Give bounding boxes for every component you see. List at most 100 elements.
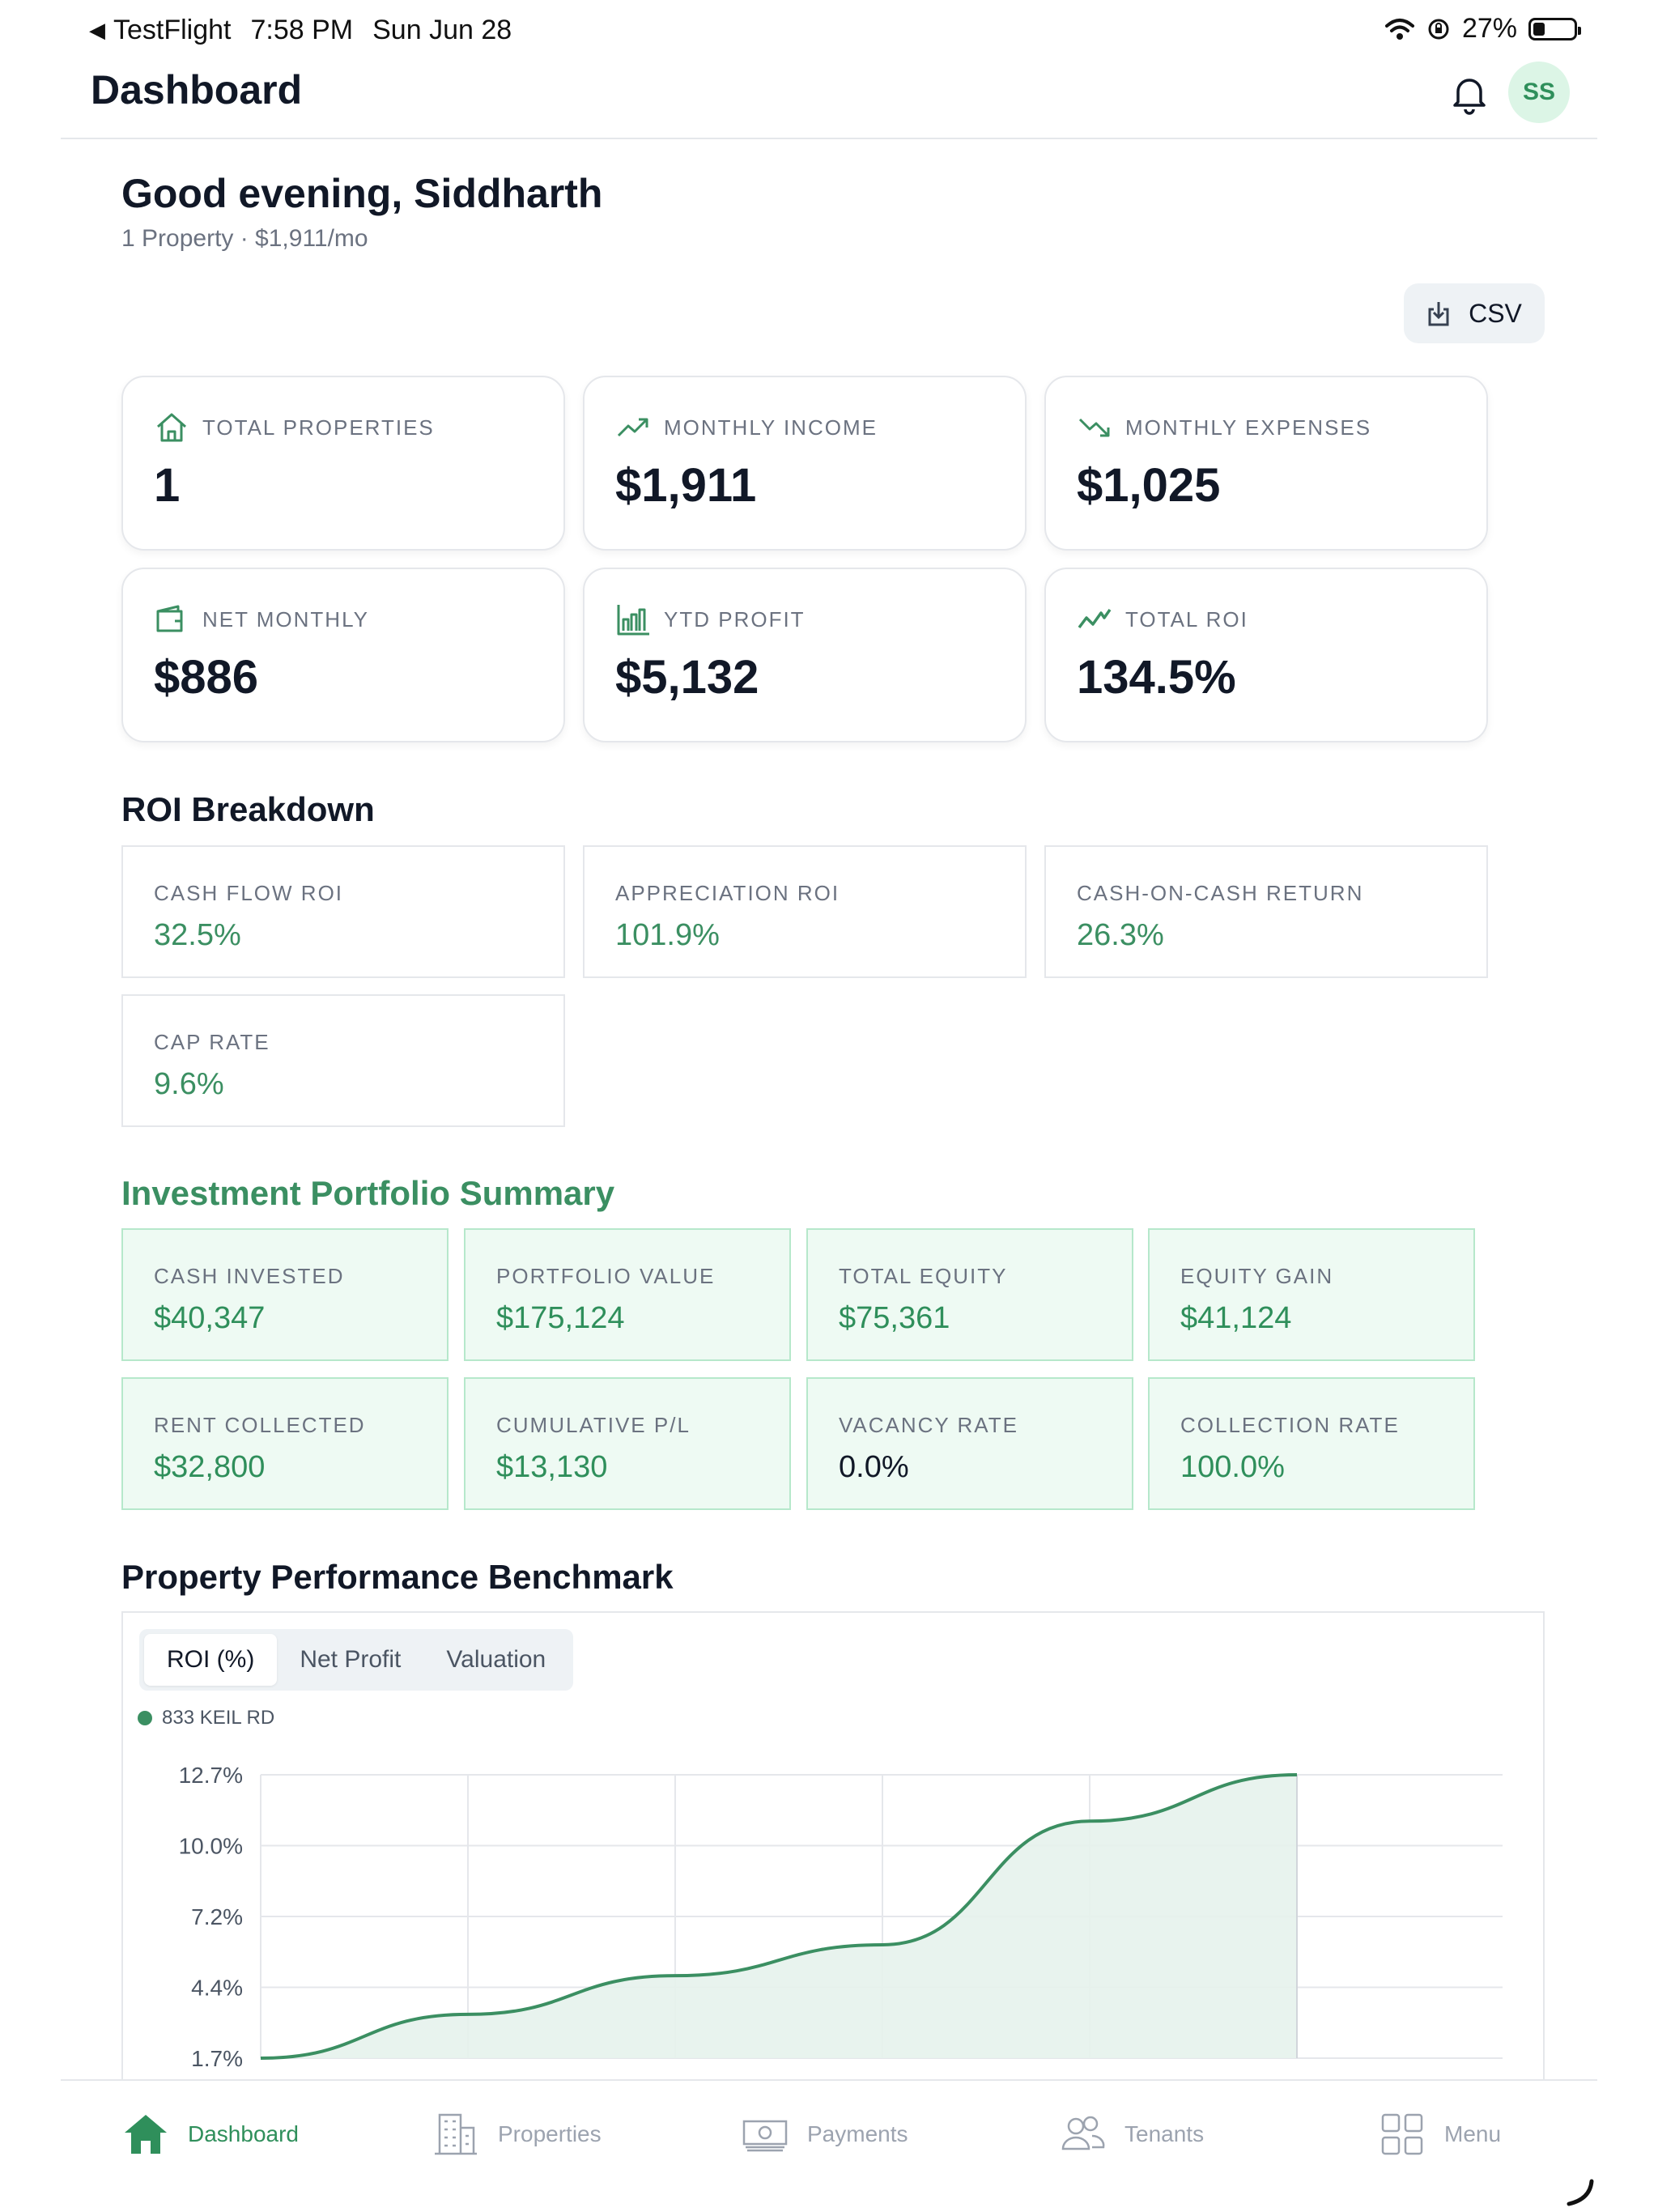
portfolio-summary-title: Investment Portfolio Summary xyxy=(121,1174,615,1212)
avatar[interactable]: SS xyxy=(1508,62,1570,123)
legend-label: 833 KEIL RD xyxy=(162,1707,275,1729)
y-tick-label: 4.4% xyxy=(191,1976,243,2001)
portfolio-card-rent-collected: RENT COLLECTED $32,800 xyxy=(121,1377,449,1510)
portfolio-card-total-equity: TOTAL EQUITY $75,361 xyxy=(806,1228,1133,1361)
stat-value: $1,025 xyxy=(1077,459,1221,512)
nav-properties[interactable]: Properties xyxy=(432,2110,602,2159)
stat-value: 1 xyxy=(154,459,181,512)
status-bar-left: ◀ TestFlight 7:58 PM Sun Jun 28 xyxy=(89,15,512,46)
area-fill xyxy=(261,1775,1297,2058)
roi-value: 26.3% xyxy=(1077,918,1164,952)
users-icon xyxy=(1061,2116,1105,2150)
y-tick-label: 10.0% xyxy=(179,1834,243,1859)
roi-label: CASH FLOW ROI xyxy=(154,881,344,905)
stat-label: TOTAL ROI xyxy=(1125,606,1248,632)
y-tick-label: 12.7% xyxy=(179,1763,243,1788)
tab-valuation[interactable]: Valuation xyxy=(446,1646,546,1673)
roi-label: APPRECIATION ROI xyxy=(615,881,840,905)
portfolio-label: COLLECTION RATE xyxy=(1180,1413,1400,1437)
roi-card-cash-on-cash: CASH-ON-CASH RETURN 26.3% xyxy=(1044,845,1488,978)
y-tick-label: 7.2% xyxy=(191,1904,243,1929)
stat-value: $886 xyxy=(154,651,259,704)
portfolio-value: $175,124 xyxy=(496,1301,625,1335)
roi-card-appreciation: APPRECIATION ROI 101.9% xyxy=(583,845,1027,978)
stat-card-monthly-expenses: MONTHLY EXPENSES $1,025 xyxy=(1044,376,1488,551)
stat-card-monthly-income: MONTHLY INCOME $1,911 xyxy=(583,376,1027,551)
battery-icon xyxy=(1528,17,1581,40)
legend-dot xyxy=(138,1711,152,1725)
wallet-icon xyxy=(156,605,183,632)
stat-label: MONTHLY INCOME xyxy=(664,415,878,440)
tab-roi[interactable]: ROI (%) xyxy=(144,1634,278,1686)
bottom-tab-bar: Dashboard Properties Payments Tenants Me… xyxy=(61,2079,1597,2212)
trending-down-icon xyxy=(1078,418,1110,437)
portfolio-card-cumulative-pl: CUMULATIVE P/L $13,130 xyxy=(464,1377,791,1510)
back-arrow-icon[interactable]: ◀ xyxy=(89,18,105,42)
greeting-subtitle: 1 Property · $1,911/mo xyxy=(121,225,368,252)
home-icon xyxy=(125,2115,167,2154)
portfolio-label: EQUITY GAIN xyxy=(1180,1264,1334,1288)
roi-card-cap-rate: CAP RATE 9.6% xyxy=(121,994,565,1127)
chart-tabs: ROI (%) Net Profit Valuation xyxy=(139,1629,574,1691)
portfolio-label: VACANCY RATE xyxy=(839,1413,1018,1437)
stat-card-net-monthly: NET MONTHLY $886 xyxy=(121,568,565,742)
greeting-title: Good evening, Siddharth xyxy=(121,171,603,216)
back-app-link[interactable]: TestFlight xyxy=(113,15,232,45)
roi-area-chart: 12.7% 10.0% 7.2% 4.4% 1.7% xyxy=(179,1763,1503,2071)
portfolio-value: 100.0% xyxy=(1180,1450,1285,1484)
tab-net-profit[interactable]: Net Profit xyxy=(300,1646,402,1673)
status-date: Sun Jun 28 xyxy=(372,15,512,45)
nav-menu[interactable]: Menu xyxy=(1378,2110,1501,2159)
stat-value: $5,132 xyxy=(615,651,759,704)
wifi-icon xyxy=(1384,18,1414,40)
nav-dashboard[interactable]: Dashboard xyxy=(121,2110,299,2159)
resize-handle-icon xyxy=(1567,2179,1594,2206)
stat-value: $1,911 xyxy=(615,459,757,512)
nav-label: Menu xyxy=(1444,2121,1502,2146)
grid-icon xyxy=(1381,2113,1423,2155)
portfolio-card-cash-invested: CASH INVESTED $40,347 xyxy=(121,1228,449,1361)
nav-payments[interactable]: Payments xyxy=(741,2110,908,2159)
portfolio-label: PORTFOLIO VALUE xyxy=(496,1264,716,1288)
roi-label: CASH-ON-CASH RETURN xyxy=(1077,881,1364,905)
battery-percent: 27% xyxy=(1461,13,1517,44)
roi-value: 101.9% xyxy=(615,918,720,952)
orientation-lock-icon xyxy=(1428,19,1449,39)
trending-up-icon xyxy=(617,418,648,437)
nav-label: Properties xyxy=(498,2121,602,2146)
stat-card-ytd-profit: YTD PROFIT $5,132 xyxy=(583,568,1027,742)
roi-breakdown-title: ROI Breakdown xyxy=(121,790,375,828)
benchmark-title: Property Performance Benchmark xyxy=(121,1558,674,1596)
stat-card-total-properties: TOTAL PROPERTIES 1 xyxy=(121,376,565,551)
portfolio-value: $13,130 xyxy=(496,1450,608,1484)
portfolio-label: TOTAL EQUITY xyxy=(839,1264,1008,1288)
portfolio-value: $40,347 xyxy=(154,1301,266,1335)
portfolio-value: $32,800 xyxy=(154,1450,266,1484)
stat-label: TOTAL PROPERTIES xyxy=(202,415,435,440)
portfolio-label: RENT COLLECTED xyxy=(154,1413,366,1437)
series-line-833-keil-rd xyxy=(260,1773,1298,2060)
nav-label: Tenants xyxy=(1124,2121,1205,2146)
roi-label: CAP RATE xyxy=(154,1030,270,1054)
csv-export-button[interactable]: CSV xyxy=(1404,283,1545,343)
y-tick-label: 1.7% xyxy=(191,2046,243,2071)
csv-label: CSV xyxy=(1469,298,1522,328)
stat-label: NET MONTHLY xyxy=(202,606,369,632)
status-time: 7:58 PM xyxy=(250,15,354,45)
portfolio-label: CUMULATIVE P/L xyxy=(496,1413,691,1437)
activity-icon xyxy=(1078,608,1112,629)
app-header: Dashboard SS xyxy=(61,62,1597,139)
portfolio-label: CASH INVESTED xyxy=(154,1264,345,1288)
portfolio-card-portfolio-value: PORTFOLIO VALUE $175,124 xyxy=(464,1228,791,1361)
nav-tenants[interactable]: Tenants xyxy=(1058,2110,1204,2159)
bell-icon[interactable] xyxy=(1445,70,1494,118)
chart-legend: 833 KEIL RD xyxy=(138,1707,274,1729)
page-title: Dashboard xyxy=(91,67,303,113)
money-icon xyxy=(742,2120,788,2152)
status-bar-right: 27% xyxy=(1384,13,1581,45)
status-bar: ◀ TestFlight 7:58 PM Sun Jun 28 27% xyxy=(0,0,1658,62)
portfolio-card-collection-rate: COLLECTION RATE 100.0% xyxy=(1148,1377,1475,1510)
stat-value: 134.5% xyxy=(1077,651,1236,704)
portfolio-card-vacancy-rate: VACANCY RATE 0.0% xyxy=(806,1377,1133,1510)
home-icon xyxy=(157,413,186,442)
